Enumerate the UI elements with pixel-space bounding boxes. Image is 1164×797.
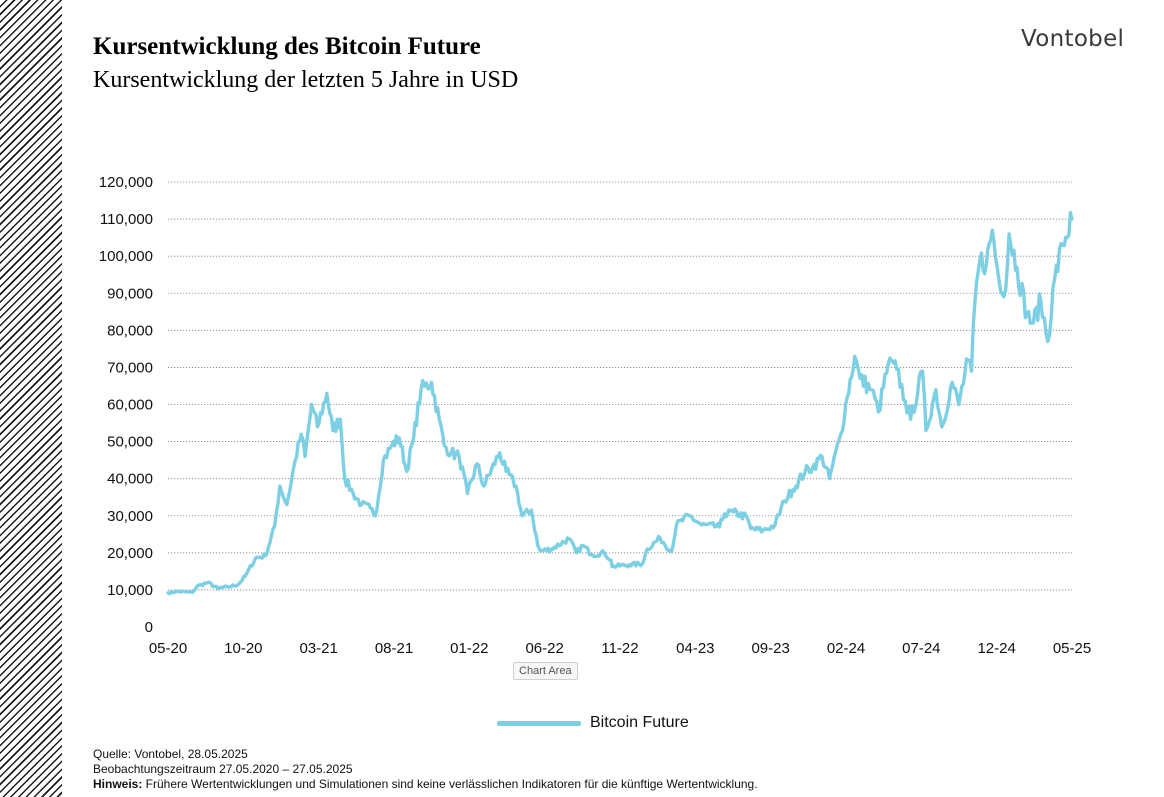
y-tick-label: 0 — [145, 619, 153, 636]
y-tick-label: 110,000 — [100, 211, 153, 228]
gridlines — [168, 181, 1072, 591]
y-tick-label: 10,000 — [107, 582, 153, 599]
hatched-side-panel — [0, 0, 62, 797]
vontobel-logo: Vontobel — [1021, 26, 1125, 52]
x-tick-label: 12-24 — [977, 640, 1015, 657]
x-tick-label: 10-20 — [224, 640, 262, 657]
legend-swatch — [497, 720, 581, 726]
x-tick-label: 05-20 — [149, 640, 187, 657]
x-tick-label: 07-24 — [902, 640, 940, 657]
y-tick-label: 90,000 — [107, 285, 153, 302]
x-axis-labels: 05-20 10-20 03-21 08-21 01-22 06-22 11-22 04-23… — [149, 640, 1091, 657]
y-tick-label: 50,000 — [107, 434, 153, 451]
source-note: Quelle: Vontobel, 28.05.2025 — [93, 747, 248, 761]
y-tick-label: 30,000 — [107, 508, 153, 525]
legend-label: Bitcoin Future — [590, 714, 689, 731]
x-tick-label: 04-23 — [676, 640, 714, 657]
chart-title: Kursentwicklung des Bitcoin Future — [93, 33, 481, 60]
period-note: Beobachtungszeitraum 27.05.2020 – 27.05.… — [93, 762, 353, 776]
disclaimer-text: Frühere Wertentwicklungen und Simulation… — [142, 777, 758, 791]
y-tick-label: 100,000 — [99, 248, 153, 265]
x-tick-label: 05-25 — [1053, 640, 1091, 657]
y-tick-label: 20,000 — [107, 545, 153, 562]
chart-subtitle: Kursentwicklung der letzten 5 Jahre in U… — [93, 67, 519, 93]
y-tick-label: 60,000 — [107, 397, 153, 414]
series-line-bitcoin-future — [166, 210, 1074, 596]
x-tick-label: 03-21 — [299, 640, 337, 657]
chart-area-tooltip: Chart Area — [513, 662, 578, 680]
legend: Bitcoin Future — [497, 714, 689, 732]
disclaimer: Hinweis: Frühere Wertentwicklungen und S… — [93, 777, 758, 792]
x-tick-label: 01-22 — [450, 640, 488, 657]
y-axis-labels: 0 10,000 20,000 30,000 40,000 50,000 60,000 70,… — [99, 174, 153, 636]
y-tick-label: 80,000 — [107, 322, 153, 339]
x-tick-label: 02-24 — [827, 640, 865, 657]
y-tick-label: 120,000 — [99, 174, 153, 191]
x-tick-label: 09-23 — [751, 640, 789, 657]
x-tick-label: 06-22 — [525, 640, 563, 657]
y-tick-label: 40,000 — [107, 471, 153, 488]
disclaimer-label: Hinweis: — [93, 777, 143, 791]
x-tick-label: 08-21 — [375, 640, 413, 657]
x-tick-label: 11-22 — [601, 640, 638, 657]
y-tick-label: 70,000 — [107, 359, 153, 376]
footer: Quelle: Vontobel, 28.05.2025 Beobachtung… — [93, 747, 758, 792]
